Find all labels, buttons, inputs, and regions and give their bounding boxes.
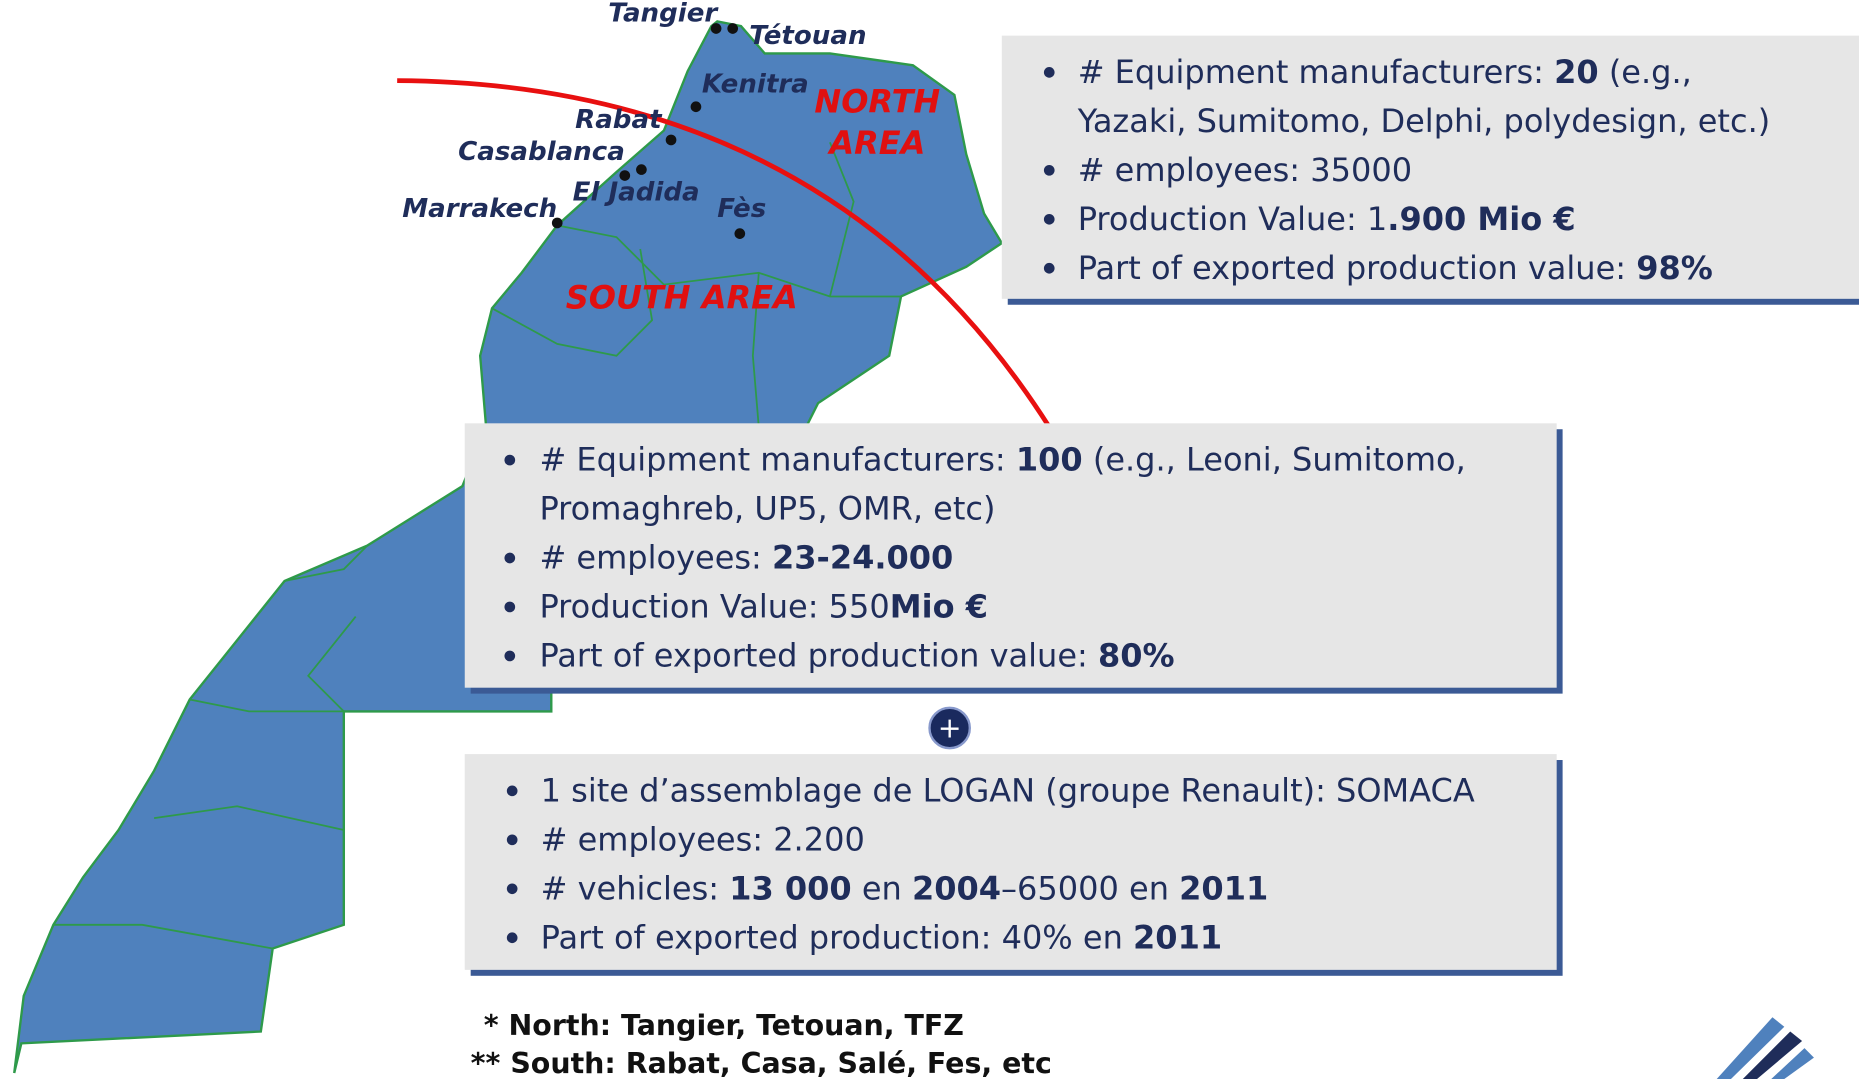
city-dot xyxy=(710,23,722,34)
plus-sign: + xyxy=(938,711,962,744)
text-run: Production Value: 1 xyxy=(1078,200,1388,238)
text-run: # vehicles: xyxy=(541,869,730,907)
bullet xyxy=(504,552,516,564)
bullet xyxy=(506,883,518,895)
bullet-text: # employees: 35000 xyxy=(1078,151,1412,189)
bullet xyxy=(1043,164,1055,176)
text-run: Part of exported production value: xyxy=(539,637,1098,675)
bullet xyxy=(506,834,518,846)
logo xyxy=(1716,1017,1814,1079)
bullet-text: Production Value: 550Mio € xyxy=(539,588,988,626)
bullet xyxy=(506,785,518,797)
city-dot xyxy=(551,217,563,229)
city-dot xyxy=(665,134,677,146)
box xyxy=(464,754,1557,970)
city-label: Rabat xyxy=(575,105,663,135)
plus-circle xyxy=(928,706,971,750)
city-dot xyxy=(727,23,739,34)
bullet xyxy=(504,454,516,466)
bullet xyxy=(1043,67,1055,78)
box xyxy=(464,423,1557,688)
bullet-text: # employees: 2.200 xyxy=(541,820,865,858)
bullet-text: Promaghreb, UP5, OMR, etc) xyxy=(539,490,995,528)
city-label: Tétouan xyxy=(749,21,866,51)
footnote: ** South: Rabat, Casa, Salé, Fes, etc xyxy=(471,1047,1052,1079)
text-run: Mio € xyxy=(890,588,988,626)
text-run: # employees: xyxy=(539,539,772,577)
bullet xyxy=(506,932,518,944)
text-run: # Equipment manufacturers: xyxy=(1078,53,1554,91)
bullet-text: # Equipment manufacturers: 100 (e.g., Le… xyxy=(539,441,1465,479)
box xyxy=(1001,35,1859,299)
text-run: # employees: 35000 xyxy=(1078,151,1412,189)
text-run: Promaghreb, UP5, OMR, etc) xyxy=(539,490,995,528)
text-run: (e.g., xyxy=(1599,53,1692,91)
text-run: .900 Mio € xyxy=(1387,200,1575,238)
text-run: en xyxy=(852,869,912,907)
text-run: 2011 xyxy=(1179,869,1268,907)
region-borders xyxy=(53,141,902,950)
bullet-text: Part of exported production value: 98% xyxy=(1078,249,1713,287)
city-label: Fès xyxy=(717,194,766,224)
text-run: 2011 xyxy=(1133,918,1222,956)
text-run: –65000 en xyxy=(1001,869,1179,907)
bullet-text: Yazaki, Sumitomo, Delphi, polydesign, et… xyxy=(1077,102,1771,140)
area-label: NORTH xyxy=(814,83,940,121)
city-label: El Jadida xyxy=(573,177,700,207)
city-dot xyxy=(690,101,702,113)
bullet-text: # vehicles: 13 000 en 2004–65000 en 2011 xyxy=(541,869,1269,907)
bullet-text: 1 site d’assemblage de LOGAN (groupe Ren… xyxy=(541,772,1475,810)
bullet xyxy=(1043,262,1055,274)
city-label: Marrakech xyxy=(402,194,557,224)
text-run: 80% xyxy=(1098,637,1175,675)
text-run: 13 000 xyxy=(729,869,851,907)
bullet-text: Part of exported production value: 80% xyxy=(539,637,1174,675)
text-run: 100 xyxy=(1016,441,1083,479)
bullet xyxy=(504,650,516,662)
city-dot xyxy=(619,170,631,181)
city-label: Tangier xyxy=(608,0,719,28)
info-boxes: # Equipment manufacturers: 20 (e.g., Yaza… xyxy=(464,35,1859,976)
text-run: Production Value: 550 xyxy=(539,588,889,626)
city-label: Casablanca xyxy=(458,137,625,167)
text-run: Part of exported production: 40% en xyxy=(541,918,1133,956)
text-run: (e.g., Leoni, Sumitomo, xyxy=(1083,441,1466,479)
bullet-text: Production Value: 1.900 Mio € xyxy=(1078,200,1576,238)
bullet xyxy=(504,601,516,613)
city-dot xyxy=(636,164,647,175)
footnote: * North: Tangier, Tetouan, TFZ xyxy=(484,1009,964,1042)
text-run: 20 xyxy=(1554,53,1599,91)
text-run: # Equipment manufacturers: xyxy=(539,441,1015,479)
text-run: Part of exported production value: xyxy=(1078,249,1637,287)
area-label: AREA xyxy=(826,124,925,162)
bullet xyxy=(1043,213,1055,225)
text-run: 98% xyxy=(1636,249,1713,287)
text-run: Yazaki, Sumitomo, Delphi, polydesign, et… xyxy=(1077,102,1771,140)
text-run: 1 site d’assemblage de LOGAN (groupe Ren… xyxy=(541,772,1475,810)
text-run: # employees: 2.200 xyxy=(541,820,865,858)
bullet-text: # Equipment manufacturers: 20 (e.g., xyxy=(1078,53,1692,91)
text-run: 23-24.000 xyxy=(772,539,953,577)
city-dot xyxy=(734,228,746,239)
city-label: Kenitra xyxy=(702,70,809,100)
bullet-text: # employees: 23-24.000 xyxy=(539,539,953,577)
bullet-text: Part of exported production: 40% en 2011 xyxy=(541,918,1222,956)
text-run: 2004 xyxy=(912,869,1001,907)
area-label: SOUTH AREA xyxy=(566,278,798,316)
boundary-arc xyxy=(397,78,1052,429)
